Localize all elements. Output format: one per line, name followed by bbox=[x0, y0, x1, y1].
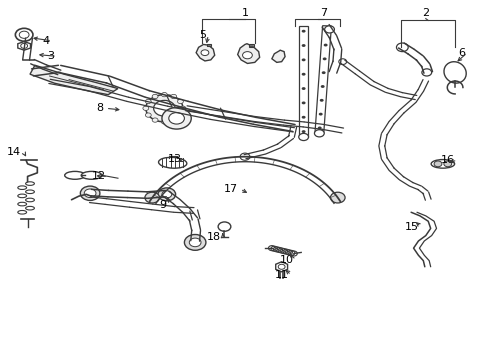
Polygon shape bbox=[238, 44, 260, 63]
Circle shape bbox=[80, 186, 100, 201]
Text: 10: 10 bbox=[280, 255, 294, 265]
Circle shape bbox=[319, 113, 323, 116]
Circle shape bbox=[396, 43, 408, 51]
Text: 17: 17 bbox=[223, 184, 238, 194]
Polygon shape bbox=[207, 44, 211, 46]
Circle shape bbox=[422, 69, 432, 76]
Circle shape bbox=[321, 85, 325, 88]
Circle shape bbox=[161, 120, 167, 124]
Circle shape bbox=[299, 134, 309, 140]
Circle shape bbox=[158, 188, 175, 201]
Circle shape bbox=[189, 238, 201, 247]
Text: 11: 11 bbox=[275, 270, 289, 280]
Circle shape bbox=[146, 95, 183, 122]
Circle shape bbox=[315, 130, 324, 137]
Ellipse shape bbox=[81, 171, 102, 179]
Polygon shape bbox=[30, 65, 118, 95]
Circle shape bbox=[325, 26, 334, 33]
Text: 6: 6 bbox=[458, 48, 465, 58]
Text: 15: 15 bbox=[404, 222, 418, 231]
Text: 7: 7 bbox=[319, 8, 327, 18]
Text: 16: 16 bbox=[441, 155, 455, 165]
Circle shape bbox=[15, 28, 33, 41]
Circle shape bbox=[146, 113, 151, 117]
Text: 14: 14 bbox=[7, 147, 21, 157]
Circle shape bbox=[145, 192, 160, 203]
Circle shape bbox=[302, 116, 306, 119]
Polygon shape bbox=[315, 26, 331, 134]
Circle shape bbox=[243, 51, 252, 59]
Text: 3: 3 bbox=[48, 51, 54, 61]
Text: 1: 1 bbox=[242, 8, 248, 18]
Text: 18: 18 bbox=[206, 232, 220, 242]
Circle shape bbox=[339, 59, 346, 64]
Text: 4: 4 bbox=[43, 36, 49, 46]
Circle shape bbox=[240, 153, 250, 160]
Circle shape bbox=[218, 222, 231, 231]
Text: 12: 12 bbox=[92, 171, 106, 181]
Polygon shape bbox=[196, 44, 215, 61]
Ellipse shape bbox=[65, 171, 85, 179]
Polygon shape bbox=[272, 50, 285, 62]
Circle shape bbox=[143, 106, 149, 111]
Circle shape bbox=[171, 94, 176, 99]
Circle shape bbox=[161, 93, 167, 97]
Text: 5: 5 bbox=[199, 30, 206, 40]
Circle shape bbox=[177, 99, 183, 104]
Circle shape bbox=[302, 73, 306, 76]
Circle shape bbox=[302, 130, 306, 133]
Circle shape bbox=[154, 100, 175, 116]
Circle shape bbox=[322, 71, 326, 74]
Ellipse shape bbox=[444, 62, 466, 83]
Circle shape bbox=[324, 44, 328, 46]
Circle shape bbox=[320, 99, 324, 102]
Polygon shape bbox=[249, 44, 254, 46]
Circle shape bbox=[184, 234, 206, 250]
Text: 2: 2 bbox=[422, 8, 429, 18]
Circle shape bbox=[201, 50, 209, 55]
Circle shape bbox=[146, 99, 151, 104]
Circle shape bbox=[444, 161, 452, 167]
Circle shape bbox=[152, 118, 158, 122]
Circle shape bbox=[318, 126, 321, 129]
Circle shape bbox=[302, 102, 306, 104]
Text: 13: 13 bbox=[168, 154, 181, 164]
Ellipse shape bbox=[159, 157, 187, 168]
Text: 9: 9 bbox=[160, 200, 167, 210]
Ellipse shape bbox=[431, 159, 455, 168]
Circle shape bbox=[180, 106, 186, 111]
Circle shape bbox=[177, 113, 183, 117]
Polygon shape bbox=[276, 262, 288, 272]
Circle shape bbox=[84, 189, 96, 198]
Circle shape bbox=[169, 113, 184, 124]
Circle shape bbox=[171, 118, 176, 122]
Circle shape bbox=[302, 30, 306, 33]
Polygon shape bbox=[18, 41, 30, 50]
Circle shape bbox=[162, 191, 172, 198]
Circle shape bbox=[434, 161, 442, 167]
Circle shape bbox=[302, 44, 306, 47]
Circle shape bbox=[330, 192, 345, 203]
Circle shape bbox=[162, 108, 191, 129]
Circle shape bbox=[325, 30, 329, 33]
Circle shape bbox=[302, 58, 306, 61]
Text: 8: 8 bbox=[96, 103, 103, 113]
Circle shape bbox=[323, 58, 327, 60]
Circle shape bbox=[302, 87, 306, 90]
Polygon shape bbox=[299, 26, 308, 137]
Circle shape bbox=[152, 94, 158, 99]
